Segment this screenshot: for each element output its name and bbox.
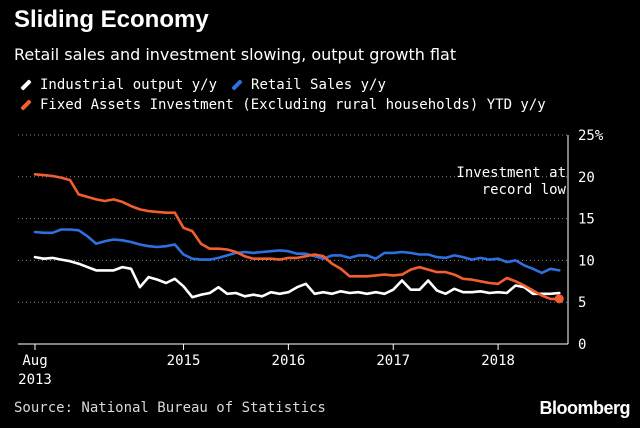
investment-end-marker xyxy=(554,294,564,304)
chart-subtitle: Retail sales and investment slowing, out… xyxy=(14,45,457,64)
y-tick-label-3: 15 xyxy=(578,212,595,228)
chart-title: Sliding Economy xyxy=(14,6,209,33)
legend-item-industrial: Industrial output y/y xyxy=(20,77,217,93)
y-tick-label-0: 0 xyxy=(578,337,586,353)
series-line-retail xyxy=(33,228,561,275)
legend-label-industrial: Industrial output y/y xyxy=(40,77,218,93)
x-tick-label-0: Aug xyxy=(22,353,47,369)
x-tick-label-0-year: 2013 xyxy=(18,372,52,388)
y-tick-label-2: 10 xyxy=(578,253,595,269)
legend-second-row: Fixed Assets Investment (Excluding rural… xyxy=(20,97,560,113)
x-tick-label-2: 2016 xyxy=(272,353,306,369)
annotation-line1: Investment at xyxy=(456,165,566,181)
legend-item-investment: Fixed Assets Investment (Excluding rural… xyxy=(20,97,546,113)
legend-label-investment: Fixed Assets Investment (Excluding rural… xyxy=(40,97,546,113)
annotation-line2: record low xyxy=(482,182,567,198)
axis-layer: 0 5 10 15 20 25% Aug 2013 2015 2016 2017 2018 xyxy=(18,128,604,388)
legend-item-retail: Retail Sales y/y xyxy=(231,77,386,93)
legend-label-retail: Retail Sales y/y xyxy=(251,77,386,93)
series-line-industrial xyxy=(33,255,561,299)
series-line-investment xyxy=(33,173,561,301)
brand-logo: Bloomberg xyxy=(539,398,630,418)
series-layer xyxy=(33,173,564,304)
x-tick-label-4: 2018 xyxy=(481,353,515,369)
grid-layer xyxy=(18,134,568,303)
y-tick-label-1: 5 xyxy=(578,295,586,311)
y-tick-label-4: 20 xyxy=(578,170,595,186)
x-tick-label-3: 2017 xyxy=(376,353,410,369)
legend: Industrial output y/y Retail Sales y/y xyxy=(20,77,400,93)
source-note: Source: National Bureau of Statistics xyxy=(14,400,326,416)
x-tick-label-1: 2015 xyxy=(167,353,201,369)
y-tick-label-5: 25% xyxy=(578,128,604,144)
